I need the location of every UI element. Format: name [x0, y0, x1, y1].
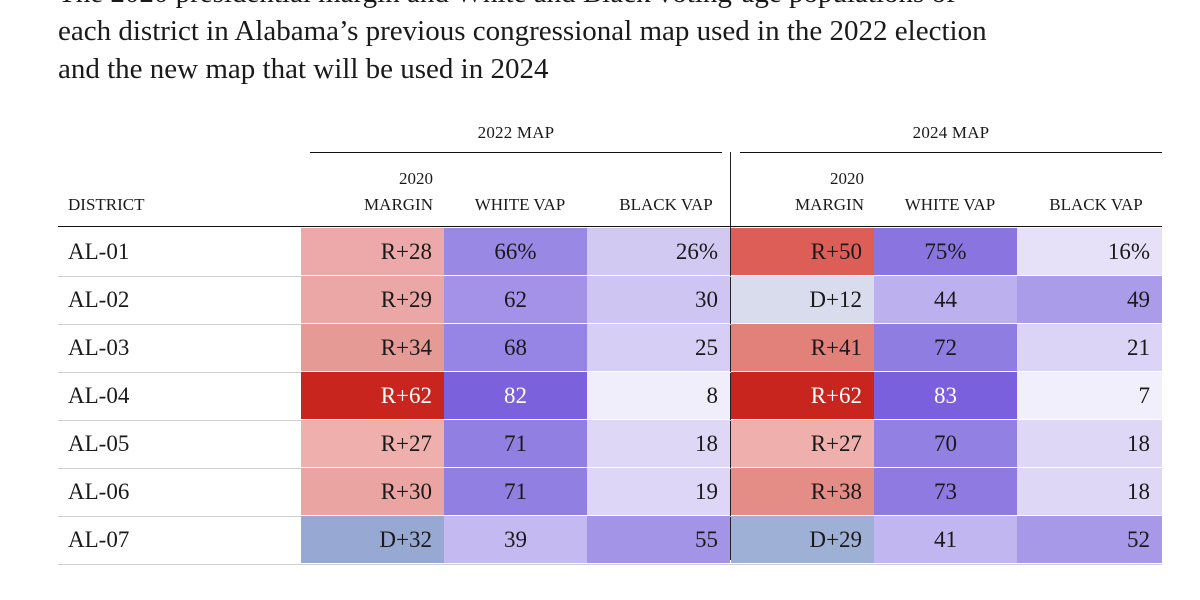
white-vap-2024-cell: 70 — [874, 420, 1017, 467]
margin-2022-line1: 2020 — [399, 169, 433, 188]
headline-line-1: The 2020 presidential margin and White a… — [58, 0, 1168, 12]
black-vap-2022-cell: 18 — [587, 420, 730, 467]
margin-2024-cell: D+29 — [731, 516, 874, 563]
black-vap-2024-cell: 18 — [1017, 420, 1162, 467]
headline-line-2: each district in Alabama’s previous cong… — [58, 15, 987, 47]
district-name: AL-01 — [68, 238, 130, 264]
column-header-white-vap-2024: WHITE VAP — [874, 166, 1026, 218]
table-row: AL-01 R+28 66% 26% R+50 75% 16% — [58, 228, 1162, 277]
black-vap-2022-cell: 25 — [587, 324, 730, 371]
margin-2022-cell: R+30 — [301, 468, 444, 515]
margin-2022-cell: R+27 — [301, 420, 444, 467]
headline: The 2020 presidential margin and White a… — [58, 0, 1168, 88]
margin-2024-cell: R+50 — [731, 228, 874, 275]
map-divider — [730, 152, 731, 560]
group-label-2024-map: 2024 MAP — [912, 123, 990, 142]
margin-2024-cell: R+62 — [731, 372, 874, 419]
table-row: AL-04 R+62 82 8 R+62 83 7 — [58, 372, 1162, 421]
margin-2024-cell: R+27 — [731, 420, 874, 467]
white-vap-2024-cell: 75% — [874, 228, 1017, 275]
white-vap-2024-cell: 83 — [874, 372, 1017, 419]
black-vap-2024-cell: 49 — [1017, 276, 1162, 323]
row-divider — [58, 564, 1162, 565]
margin-2022-cell: R+28 — [301, 228, 444, 275]
column-header-district: DISTRICT — [68, 166, 268, 218]
black-vap-2024-cell: 52 — [1017, 516, 1162, 563]
group-rule-2022 — [310, 152, 722, 153]
column-header-margin-2022: 2020 MARGIN — [300, 166, 433, 218]
district-name: AL-06 — [68, 478, 130, 504]
group-label-2022-map: 2022 MAP — [477, 123, 555, 142]
white-vap-2022-cell: 62 — [444, 276, 587, 323]
white-vap-2022-label: WHITE VAP — [474, 195, 566, 214]
black-vap-2022-cell: 19 — [587, 468, 730, 515]
white-vap-2024-cell: 44 — [874, 276, 1017, 323]
margin-2022-cell: R+62 — [301, 372, 444, 419]
black-vap-2024-cell: 21 — [1017, 324, 1162, 371]
table-row: AL-07 D+32 39 55 D+29 41 52 — [58, 516, 1162, 565]
black-vap-2022-cell: 8 — [587, 372, 730, 419]
column-header-district-label: DISTRICT — [68, 195, 145, 214]
table-row: AL-02 R+29 62 30 D+12 44 49 — [58, 276, 1162, 325]
white-vap-2024-label: WHITE VAP — [904, 195, 996, 214]
table-row: AL-05 R+27 71 18 R+27 70 18 — [58, 420, 1162, 469]
district-name: AL-04 — [68, 382, 130, 408]
white-vap-2022-cell: 66% — [444, 228, 587, 275]
margin-2022-cell: D+32 — [301, 516, 444, 563]
headline-line-3: and the new map that will be used in 202… — [58, 53, 549, 85]
header-rule — [58, 226, 1162, 227]
margin-2024-line1: 2020 — [830, 169, 864, 188]
margin-2024-line2: MARGIN — [795, 195, 864, 214]
table-row: AL-03 R+34 68 25 R+41 72 21 — [58, 324, 1162, 373]
white-vap-2022-cell: 71 — [444, 420, 587, 467]
black-vap-2024-cell: 18 — [1017, 468, 1162, 515]
black-vap-2024-label: BLACK VAP — [1049, 195, 1143, 214]
black-vap-2022-cell: 55 — [587, 516, 730, 563]
column-header-black-vap-2024: BLACK VAP — [1020, 166, 1172, 218]
white-vap-2024-cell: 41 — [874, 516, 1017, 563]
white-vap-2022-cell: 82 — [444, 372, 587, 419]
white-vap-2024-cell: 73 — [874, 468, 1017, 515]
column-header-margin-2024: 2020 MARGIN — [731, 166, 864, 218]
district-name: AL-07 — [68, 526, 130, 552]
table-row: AL-06 R+30 71 19 R+38 73 18 — [58, 468, 1162, 517]
margin-2022-line2: MARGIN — [364, 195, 433, 214]
margin-2024-cell: R+41 — [731, 324, 874, 371]
margin-2022-cell: R+29 — [301, 276, 444, 323]
white-vap-2022-cell: 39 — [444, 516, 587, 563]
white-vap-2022-cell: 68 — [444, 324, 587, 371]
black-vap-2024-cell: 16% — [1017, 228, 1162, 275]
district-name: AL-03 — [68, 334, 130, 360]
district-name: AL-05 — [68, 430, 130, 456]
group-rule-2024 — [740, 152, 1162, 153]
column-header-black-vap-2022: BLACK VAP — [590, 166, 742, 218]
column-header-white-vap-2022: WHITE VAP — [444, 166, 596, 218]
black-vap-2022-label: BLACK VAP — [619, 195, 713, 214]
margin-2022-cell: R+34 — [301, 324, 444, 371]
district-name: AL-02 — [68, 286, 130, 312]
margin-2024-cell: D+12 — [731, 276, 874, 323]
margin-2024-cell: R+38 — [731, 468, 874, 515]
white-vap-2022-cell: 71 — [444, 468, 587, 515]
black-vap-2022-cell: 26% — [587, 228, 730, 275]
white-vap-2024-cell: 72 — [874, 324, 1017, 371]
black-vap-2024-cell: 7 — [1017, 372, 1162, 419]
black-vap-2022-cell: 30 — [587, 276, 730, 323]
